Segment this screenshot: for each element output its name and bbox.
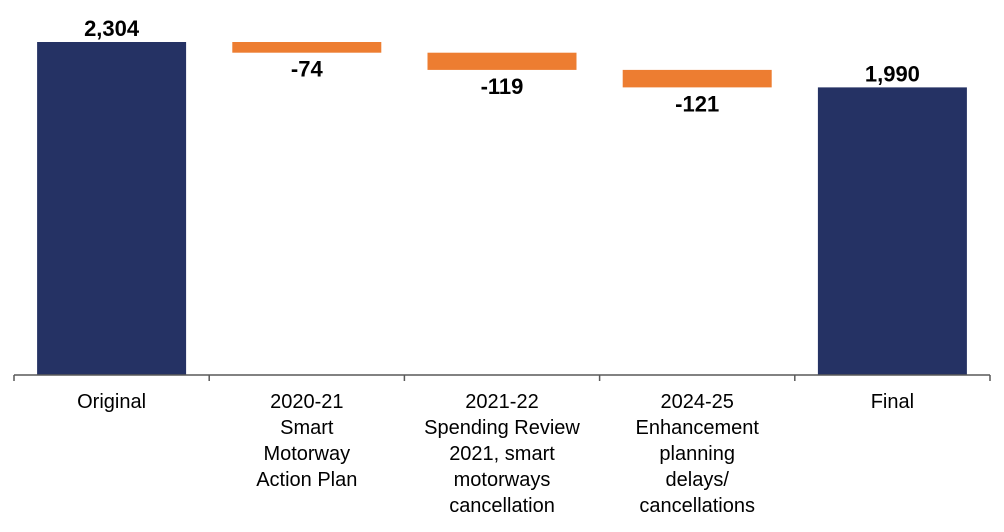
category-label-5: Final [871,391,914,413]
category-label-line: 2024-25 [660,391,733,413]
category-labels-layer: Original 2020-21 Smart Motorway Action Plan2… [77,391,914,517]
bar-4 [622,69,772,88]
category-label-line: Original [77,391,146,413]
bars-layer [37,42,967,375]
category-label-1: Original [77,391,146,413]
value-label-4: -121 [675,91,719,116]
category-label-line: Motorway [263,443,350,465]
bar-1 [37,42,187,375]
category-label-3: 2021-22 Spending Review 2021, smart motorwa… [424,391,580,517]
value-label-2: -74 [291,57,324,82]
category-label-line: delays/ [666,469,730,491]
category-label-4: 2024-25 Enhancement planning delays/cancell… [635,391,759,517]
category-label-line: Enhancement [635,417,759,439]
bar-2 [232,42,382,53]
x-axis [13,374,991,381]
bar-3 [427,52,577,70]
category-label-2: 2020-21 Smart Motorway Action Plan [256,391,357,491]
category-label-line: planning [659,443,735,465]
value-label-5: 1,990 [865,61,920,86]
bar-5 [817,87,967,375]
category-label-line: cancellation [449,495,555,517]
value-label-1: 2,304 [84,16,140,41]
category-label-line: cancellations [639,495,755,517]
category-label-line: Action Plan [256,469,357,491]
category-label-line: motorways [454,469,551,491]
category-label-line: 2021, smart [449,443,555,465]
category-label-line: Smart [280,417,334,439]
category-label-line: 2020-21 [270,391,343,413]
category-label-line: Final [871,391,914,413]
category-label-line: 2021-22 [465,391,538,413]
value-labels-layer: 2,304 -74 -119 -121 1,990 [84,16,920,116]
value-label-3: -119 [481,74,524,99]
category-label-line: Spending Review [424,417,580,439]
